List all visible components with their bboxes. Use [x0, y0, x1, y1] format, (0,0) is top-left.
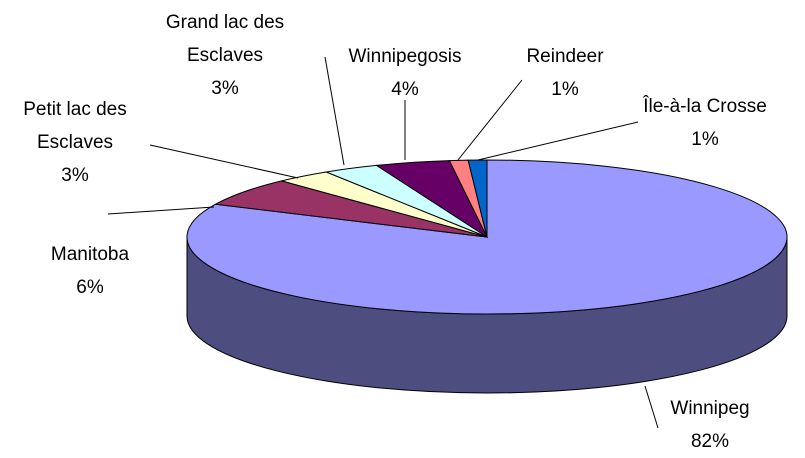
category-name: Reindeer: [526, 46, 604, 67]
leader-line: [477, 121, 639, 161]
leader-line: [107, 206, 215, 215]
category-name: Grand lac des Esclaves: [165, 12, 285, 66]
value-label: 82%: [690, 431, 730, 452]
category-name: Winnipeg: [670, 398, 750, 419]
value-label: 1%: [691, 129, 719, 150]
value-label: 3%: [211, 78, 239, 99]
slice-label: Winnipegosis 4%: [320, 40, 490, 106]
value-label: 6%: [76, 277, 104, 298]
leader-line: [149, 144, 299, 179]
value-label: 4%: [391, 79, 419, 100]
leader-line: [457, 79, 523, 161]
slice-label: Reindeer 1%: [505, 40, 625, 106]
leader-line: [324, 56, 345, 166]
slice-label: Manitoba 6%: [30, 238, 150, 304]
slice-label: Petit lac des Esclaves 3%: [0, 93, 150, 192]
value-label: 1%: [551, 79, 579, 100]
slice: [467, 159, 488, 238]
category-name: Petit lac des Esclaves: [23, 99, 127, 153]
value-label: 3%: [61, 165, 89, 186]
category-name: Île-à-la Crosse: [643, 96, 767, 117]
slice-label: Île-à-la Crosse 1%: [605, 90, 805, 156]
slice-label: Winnipeg 82%: [640, 392, 780, 458]
category-name: Manitoba: [50, 244, 130, 265]
leader-line: [644, 385, 659, 429]
category-name: Winnipegosis: [348, 46, 462, 67]
slice-label: Grand lac des Esclaves 3%: [145, 6, 305, 105]
